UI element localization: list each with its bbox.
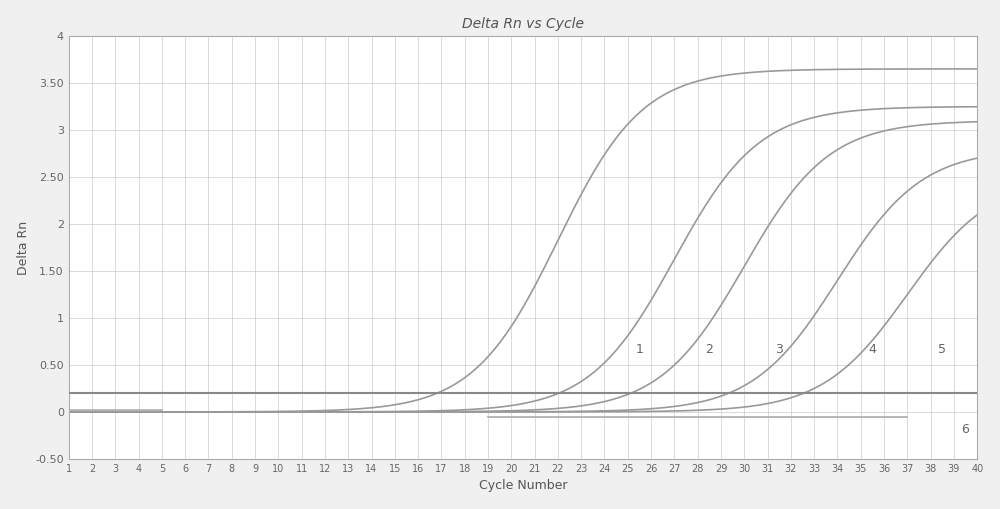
Text: 2: 2 [705,343,713,356]
Title: Delta Rn vs Cycle: Delta Rn vs Cycle [462,17,584,31]
Text: 4: 4 [868,343,876,356]
Text: 1: 1 [635,343,643,356]
Text: 3: 3 [775,343,783,356]
Text: 6: 6 [962,423,969,436]
Y-axis label: Delta Rn: Delta Rn [17,220,30,274]
Text: 5: 5 [938,343,946,356]
X-axis label: Cycle Number: Cycle Number [479,479,567,492]
